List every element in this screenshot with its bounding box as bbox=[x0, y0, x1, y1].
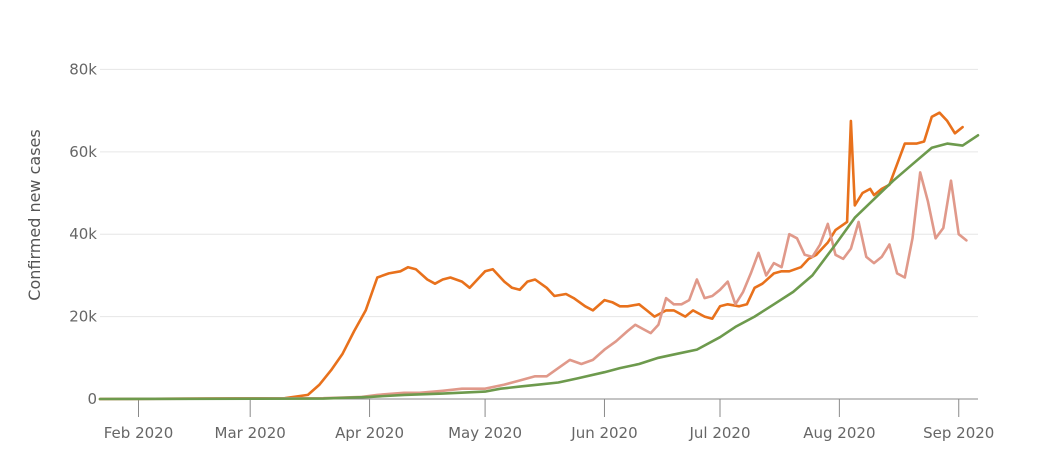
x-axis-ticks: Feb 2020 Mar 2020 Apr 2020 May 2020 Jun 2020… bbox=[104, 399, 994, 442]
x-tick-label: Aug 2020 bbox=[803, 424, 875, 442]
y-tick-label: 80k bbox=[69, 60, 97, 78]
y-tick-label: 40k bbox=[69, 225, 97, 243]
x-tick-label: Apr 2020 bbox=[335, 424, 404, 442]
series-line-1 bbox=[98, 111, 964, 401]
series-lines bbox=[98, 111, 980, 401]
y-tick-label: 0 bbox=[87, 390, 97, 408]
series-line-3 bbox=[98, 134, 980, 401]
x-tick-label: Jun 2020 bbox=[570, 424, 637, 442]
x-tick-label: May 2020 bbox=[448, 424, 522, 442]
x-tick-label: Mar 2020 bbox=[215, 424, 286, 442]
y-axis-ticks: 0 20k 40k 60k 80k bbox=[69, 60, 97, 408]
gridlines bbox=[100, 68, 978, 400]
y-tick-label: 60k bbox=[69, 143, 97, 161]
x-tick-label: Feb 2020 bbox=[104, 424, 174, 442]
x-tick-label: Jul 2020 bbox=[688, 424, 750, 442]
series-line-2 bbox=[98, 171, 968, 401]
x-tick-label: Sep 2020 bbox=[923, 424, 994, 442]
y-axis-label: Confirmed new cases bbox=[25, 129, 44, 300]
y-tick-label: 20k bbox=[69, 308, 97, 326]
